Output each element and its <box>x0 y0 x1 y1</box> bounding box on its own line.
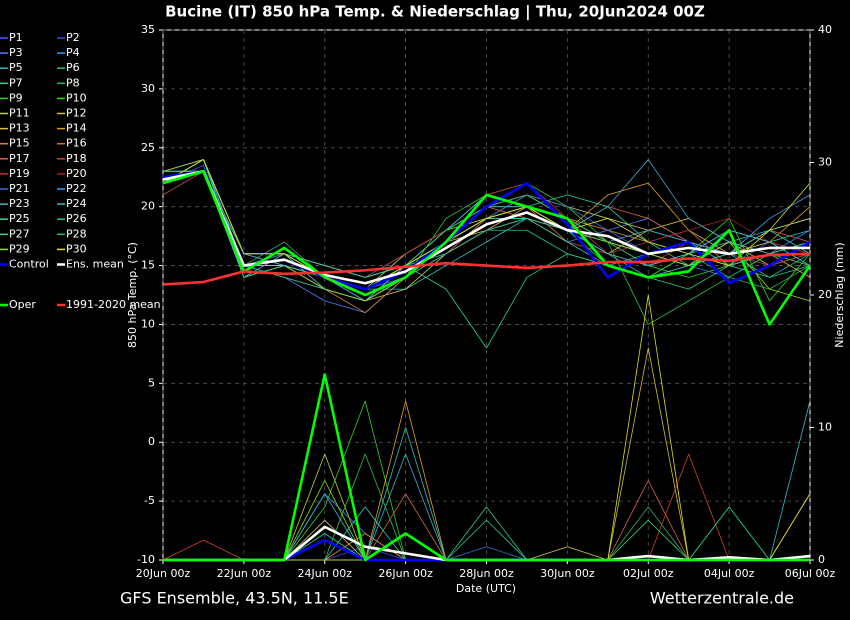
legend-label: P12 <box>66 107 87 120</box>
legend-label: P11 <box>9 107 30 120</box>
legend-label: P7 <box>9 76 23 89</box>
legend-label: P16 <box>66 137 87 150</box>
x-tick-label: 24Jun 00z <box>298 567 353 580</box>
x-tick-label: 26Jun 00z <box>378 567 433 580</box>
precip-line <box>163 373 810 562</box>
x-tick-label: 30Jun 00z <box>540 567 595 580</box>
y-tick-label: 35 <box>141 23 155 36</box>
x-axis-label: Date (UTC) <box>456 582 516 595</box>
legend-label: P23 <box>9 197 30 210</box>
y-tick-label: 0 <box>148 435 155 448</box>
x-tick-label: 20Jun 00z <box>136 567 191 580</box>
y-tick-label: 30 <box>141 82 155 95</box>
legend-label: P27 <box>9 227 30 240</box>
x-tick-label: 04Jul 00z <box>704 567 755 580</box>
y2-tick-label: 20 <box>818 288 832 301</box>
legend-label: 1991-2020 mean <box>66 298 161 311</box>
x-tick-label: 28Jun 00z <box>459 567 514 580</box>
legend-label: P5 <box>9 61 23 74</box>
chart-title: Bucine (IT) 850 hPa Temp. & Niederschlag… <box>165 3 705 22</box>
y-tick-label: -10 <box>137 553 155 566</box>
legend-label: P4 <box>66 46 80 59</box>
legend-label: P28 <box>66 227 87 240</box>
legend-label: P3 <box>9 46 23 59</box>
y2-tick-label: 40 <box>818 23 832 36</box>
y2-tick-label: 10 <box>818 421 832 434</box>
y2-tick-label: 0 <box>818 553 825 566</box>
legend-label: P17 <box>9 152 30 165</box>
x-tick-label: 06Jul 00z <box>785 567 836 580</box>
legend-label: P13 <box>9 122 30 135</box>
legend-label: P21 <box>9 182 30 195</box>
legend-label: P6 <box>66 61 80 74</box>
legend-label: P24 <box>66 197 87 210</box>
footer-right: Wetterzentrale.de <box>650 589 794 608</box>
legend-label: P29 <box>9 242 30 255</box>
y2-tick-label: 30 <box>818 156 832 169</box>
y-tick-label: 15 <box>141 259 155 272</box>
legend-label: P8 <box>66 76 80 89</box>
y-tick-label: 10 <box>141 317 155 330</box>
legend-label: P10 <box>66 91 87 104</box>
footer-left: GFS Ensemble, 43.5N, 11.5E <box>120 589 349 608</box>
y-tick-label: 20 <box>141 200 155 213</box>
legend-label: P15 <box>9 137 30 150</box>
legend-label: P9 <box>9 91 23 104</box>
legend-label: P2 <box>66 31 80 44</box>
legend-label: P18 <box>66 152 87 165</box>
y-tick-label: 25 <box>141 141 155 154</box>
precip-line <box>163 374 810 561</box>
x-tick-label: 22Jun 00z <box>217 567 272 580</box>
legend-label: Control <box>9 258 49 271</box>
temp-line <box>162 170 810 285</box>
legend-label: Oper <box>9 298 36 311</box>
legend-label: P14 <box>66 122 87 135</box>
legend-label: P30 <box>66 242 87 255</box>
y-tick-label: 5 <box>148 376 155 389</box>
temp-line <box>162 252 811 286</box>
legend-label: P25 <box>9 212 30 225</box>
legend-label: P1 <box>9 31 23 44</box>
y-tick-label: -5 <box>144 494 155 507</box>
x-tick-label: 02Jul 00z <box>623 567 674 580</box>
legend-label: P26 <box>66 212 87 225</box>
legend-label: P20 <box>66 167 87 180</box>
legend-label: P22 <box>66 182 87 195</box>
temp-line <box>162 159 811 349</box>
temp-line <box>162 170 812 326</box>
y-axis-label: 850 hPa Temp. (°C) <box>126 242 139 348</box>
legend-label: P19 <box>9 167 30 180</box>
y2-axis-label: Niederschlag (mm) <box>833 242 846 347</box>
legend-label: Ens. mean <box>66 258 124 271</box>
